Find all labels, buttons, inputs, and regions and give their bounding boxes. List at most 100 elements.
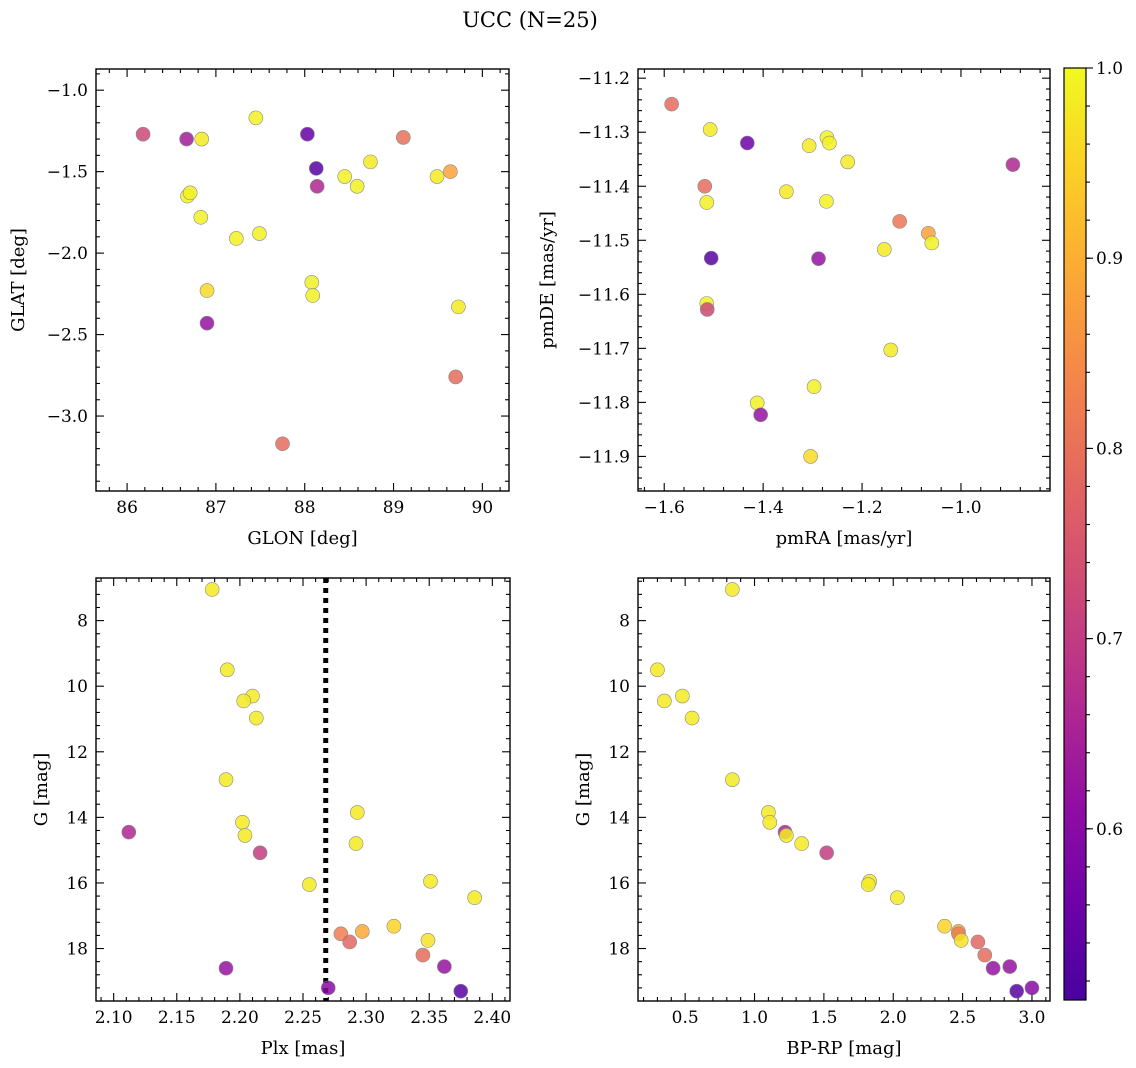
x-axis-label: pmRA [mas/yr]: [776, 528, 913, 549]
scatter-point: [779, 828, 794, 843]
scatter-point: [236, 693, 251, 709]
scatter-point: [819, 194, 834, 209]
scatter-point: [349, 179, 365, 194]
axes-frame: [637, 577, 1051, 1002]
scatter-point: [699, 302, 715, 317]
scatter-point: [877, 242, 892, 257]
scatter-point: [193, 209, 209, 225]
scatter-point: [725, 772, 740, 787]
y-tick-label: 10: [66, 677, 88, 697]
x-tick-label: −1.0: [940, 498, 981, 518]
scatter-point: [753, 407, 768, 423]
scatter-point: [229, 231, 244, 246]
y-tick-label: −11.2: [578, 69, 630, 89]
scatter-point: [135, 126, 151, 142]
scatter-point: [819, 845, 834, 861]
scatter-point: [725, 582, 740, 597]
scatter-point: [1002, 959, 1018, 974]
panel-glon-glat: 86 87 88 89 90 −1.0 −1.5 −2.0 −2.5 −3.0 GLON [deg]…: [8, 68, 510, 549]
scatter-point: [892, 214, 907, 229]
panel-pmra-pmde: −1.6 −1.4 −1.2 −1.0 −11.2 −11.3 −11.4 −11.5 −11.…: [537, 68, 1051, 549]
scatter-point: [443, 164, 458, 179]
panel-bprp-g: 0.5 1.0 1.5 2.0 2.5 3.0 8 10 12 14 16 18 BP-RP [mag]…: [573, 577, 1051, 1059]
scatter-point: [182, 185, 198, 201]
scatter-point: [977, 947, 993, 963]
x-tick-label: 0.5: [672, 1008, 699, 1028]
plot-area: [96, 578, 510, 1001]
figure-title: UCC (N=25): [462, 8, 598, 32]
scatter-point: [702, 122, 718, 137]
y-axis-label: G [mag]: [573, 753, 594, 826]
y-axis-label: pmDE [mas/yr]: [537, 211, 558, 349]
x-tick-label: 2.30: [347, 1008, 385, 1028]
y-tick-label: 16: [66, 874, 88, 894]
scatter-point: [803, 449, 818, 464]
colorbar-tick-label: 0.6: [1096, 820, 1123, 840]
x-tick-label: −1.2: [841, 498, 882, 518]
scatter-point: [235, 814, 250, 830]
colorbar-tick-label: 1.0: [1096, 59, 1123, 79]
scatter-point: [703, 250, 719, 266]
scatter-point: [396, 130, 411, 145]
plot-area: [638, 69, 1050, 491]
scatter-point: [248, 110, 264, 126]
scatter-point: [664, 96, 679, 112]
scatter-point: [300, 126, 315, 142]
x-axis-label: GLON [deg]: [247, 528, 357, 549]
y-tick-label: −11.8: [578, 393, 630, 413]
scatter-point: [237, 828, 253, 843]
y-tick-label: 8: [619, 612, 630, 632]
colorbar-gradient: [1063, 67, 1087, 1001]
y-tick-label: −11.6: [578, 285, 630, 305]
scatter-point: [740, 135, 755, 151]
scatter-point: [219, 662, 235, 678]
scatter-point: [860, 877, 876, 892]
scatter-point: [822, 135, 837, 151]
scatter-point: [650, 662, 665, 678]
colorbar-tick-label: 0.8: [1096, 439, 1123, 459]
scatter-point: [699, 195, 715, 210]
y-tick-label: 18: [608, 940, 630, 960]
y-tick-label: 16: [608, 874, 630, 894]
scatter-point: [890, 890, 905, 906]
axes-frame: [95, 68, 510, 492]
scatter-point: [305, 288, 321, 303]
x-axis-label: Plx [mas]: [261, 1038, 346, 1059]
scatter-point: [218, 772, 234, 787]
scatter-point: [121, 824, 137, 840]
y-tick-label: 18: [66, 940, 88, 960]
scatter-point: [675, 688, 690, 704]
scatter-point: [924, 235, 940, 251]
x-tick-label: 89: [383, 498, 405, 518]
y-tick-label: 14: [66, 808, 88, 828]
x-tick-label: 3.0: [1018, 1008, 1045, 1028]
y-axis-label: GLAT [deg]: [8, 228, 29, 332]
y-tick-label: −1.0: [47, 81, 88, 101]
scatter-point: [1005, 157, 1021, 172]
colorbar-tick-label: 0.7: [1096, 630, 1123, 650]
x-tick-label: 1.0: [741, 1008, 768, 1028]
y-tick-label: −11.9: [578, 447, 630, 467]
scatter-point: [883, 342, 899, 358]
scatter-point: [179, 131, 194, 147]
scatter-point: [308, 161, 324, 176]
scatter-point: [697, 178, 713, 194]
scatter-point: [415, 947, 431, 963]
scatter-point: [453, 983, 469, 999]
scatter-point: [199, 315, 215, 331]
panel-plx-g: 2.10 2.15 2.20 2.25 2.30 2.35 2.40 8 10 12 14 16 18 P…: [31, 577, 511, 1059]
scatter-point: [451, 299, 466, 315]
x-tick-label: 2.0: [880, 1008, 907, 1028]
scatter-point: [248, 710, 264, 726]
scatter-point: [840, 154, 856, 170]
x-tick-label: 2.10: [95, 1008, 133, 1028]
x-tick-label: 2.20: [221, 1008, 259, 1028]
y-tick-label: −1.5: [47, 163, 88, 183]
plot-area: [638, 578, 1050, 1001]
scatter-point: [275, 436, 290, 452]
y-tick-label: 12: [608, 743, 630, 763]
x-tick-label: 87: [205, 498, 227, 518]
scatter-point: [684, 710, 700, 726]
scatter-point: [355, 924, 370, 939]
